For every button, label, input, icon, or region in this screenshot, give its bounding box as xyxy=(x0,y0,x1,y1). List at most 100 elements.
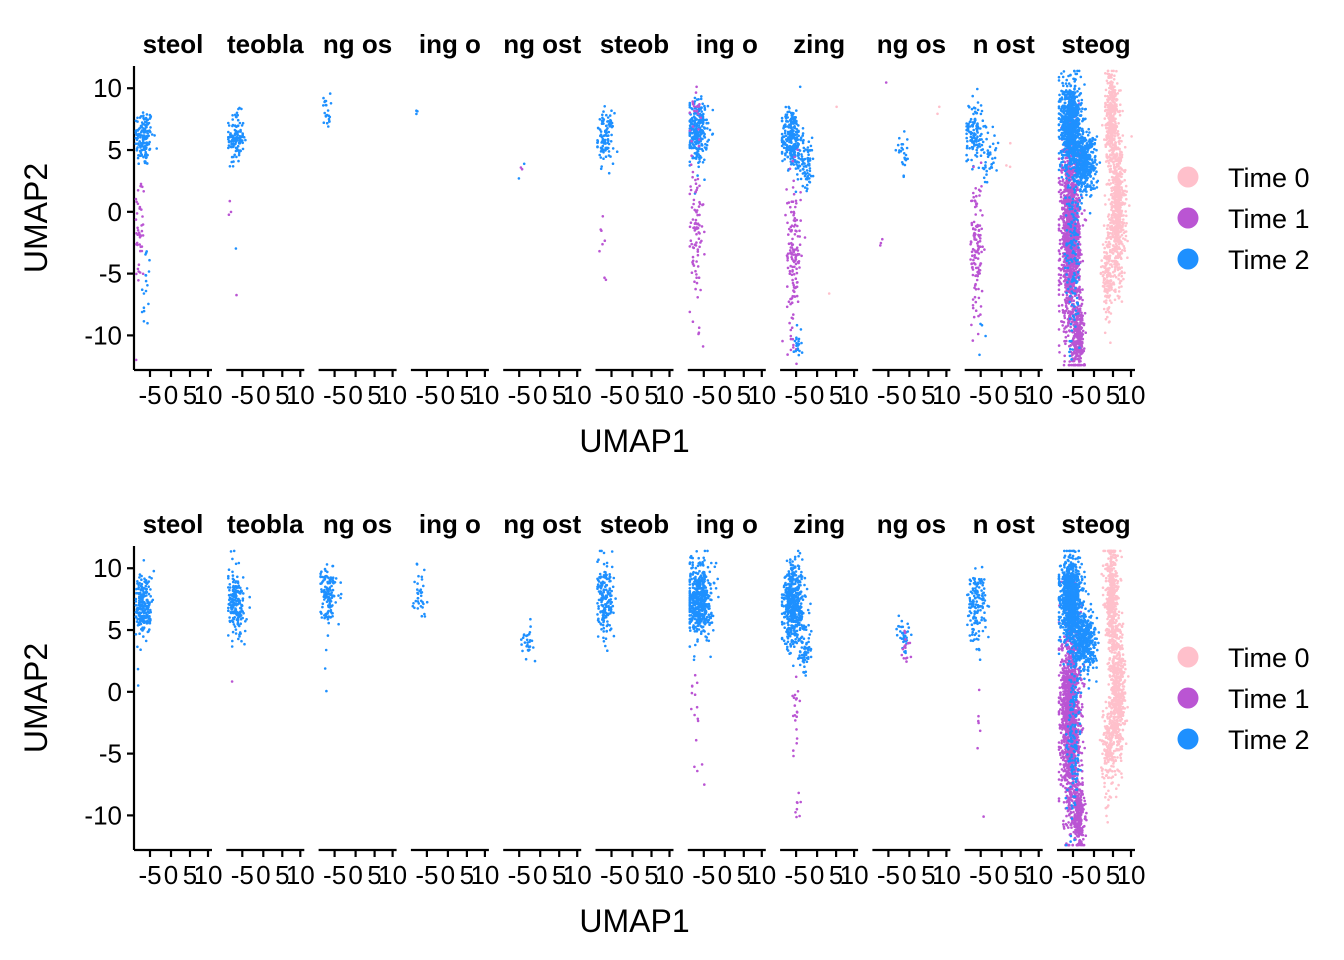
data-point xyxy=(1070,363,1073,367)
data-point xyxy=(785,120,788,123)
data-point xyxy=(1109,237,1113,241)
data-point xyxy=(787,242,791,245)
data-point xyxy=(1113,268,1117,271)
data-point xyxy=(1116,158,1119,161)
data-point xyxy=(702,134,706,138)
data-point xyxy=(789,130,793,134)
data-point xyxy=(699,97,703,101)
data-point xyxy=(143,161,147,165)
data-point xyxy=(976,101,980,104)
data-point xyxy=(1062,223,1066,227)
data-point xyxy=(976,108,980,112)
data-point xyxy=(805,183,809,187)
data-point xyxy=(1103,251,1106,254)
data-point xyxy=(806,178,809,181)
data-point xyxy=(1113,298,1117,302)
data-point xyxy=(970,199,973,203)
data-point xyxy=(1061,320,1064,324)
data-point xyxy=(972,128,975,132)
data-point xyxy=(992,161,995,164)
data-point xyxy=(1068,264,1071,268)
data-point xyxy=(807,140,811,143)
data-point xyxy=(143,141,146,145)
data-point xyxy=(1065,293,1069,297)
data-point xyxy=(975,151,979,155)
data-point xyxy=(1117,207,1121,211)
data-point xyxy=(692,202,695,206)
data-point xyxy=(965,136,968,140)
data-point xyxy=(978,224,982,227)
data-point xyxy=(1066,159,1069,163)
data-point xyxy=(1107,178,1111,182)
data-point xyxy=(785,148,788,152)
data-point xyxy=(1109,221,1112,225)
data-point xyxy=(1076,339,1079,343)
data-point xyxy=(1108,263,1112,266)
data-point xyxy=(786,266,790,270)
data-point xyxy=(795,294,799,298)
data-point xyxy=(599,130,603,133)
data-point xyxy=(970,323,973,327)
data-point xyxy=(1068,255,1072,258)
data-point xyxy=(799,328,803,331)
data-point xyxy=(879,241,883,245)
data-point xyxy=(980,132,983,136)
data-point xyxy=(1076,288,1080,292)
data-point xyxy=(153,134,156,137)
data-point xyxy=(783,129,787,133)
data-point xyxy=(1063,226,1066,230)
data-point xyxy=(795,267,798,271)
facet-points xyxy=(1057,69,1133,367)
data-point xyxy=(325,113,329,117)
data-point xyxy=(801,127,805,130)
data-point xyxy=(791,134,795,138)
data-point xyxy=(987,153,991,157)
data-point xyxy=(782,146,786,150)
data-point xyxy=(1077,69,1081,73)
data-point xyxy=(1057,190,1061,194)
data-point xyxy=(231,118,234,121)
data-point xyxy=(792,283,795,287)
data-point xyxy=(601,215,605,218)
data-point xyxy=(1112,181,1115,185)
data-point xyxy=(792,343,795,347)
data-point xyxy=(797,337,801,341)
data-point xyxy=(806,175,810,178)
data-point xyxy=(693,96,697,100)
data-point xyxy=(698,202,702,206)
data-point xyxy=(1121,220,1124,224)
data-point xyxy=(1114,219,1117,222)
data-point xyxy=(1083,363,1086,367)
data-point xyxy=(1120,285,1123,288)
data-point xyxy=(792,260,796,264)
data-point xyxy=(1102,307,1106,311)
data-point xyxy=(1079,260,1082,264)
data-point xyxy=(793,116,796,119)
data-point xyxy=(1067,363,1071,367)
data-point xyxy=(1064,325,1068,329)
facet-4: ing o-5 0 510 xyxy=(410,29,499,410)
data-point xyxy=(1117,242,1121,246)
data-point xyxy=(235,111,239,115)
data-point xyxy=(136,226,139,230)
data-point xyxy=(1115,169,1118,172)
data-point xyxy=(802,165,806,168)
data-point xyxy=(596,139,599,142)
data-point xyxy=(780,116,784,120)
data-point xyxy=(615,150,619,153)
data-point xyxy=(1079,353,1082,356)
data-point xyxy=(1115,105,1118,108)
data-point xyxy=(1108,272,1111,275)
data-point xyxy=(805,189,808,193)
data-point xyxy=(965,122,968,125)
data-point xyxy=(700,132,703,136)
data-point xyxy=(1102,277,1106,280)
data-point xyxy=(692,137,695,140)
data-point xyxy=(1110,189,1114,193)
facet-5: ng ost-5 0 510 xyxy=(503,29,592,410)
data-point xyxy=(1073,344,1077,348)
x-tick-label: 10 xyxy=(378,380,407,410)
data-point xyxy=(1112,147,1115,151)
data-point xyxy=(149,116,152,119)
data-point xyxy=(1104,160,1108,163)
